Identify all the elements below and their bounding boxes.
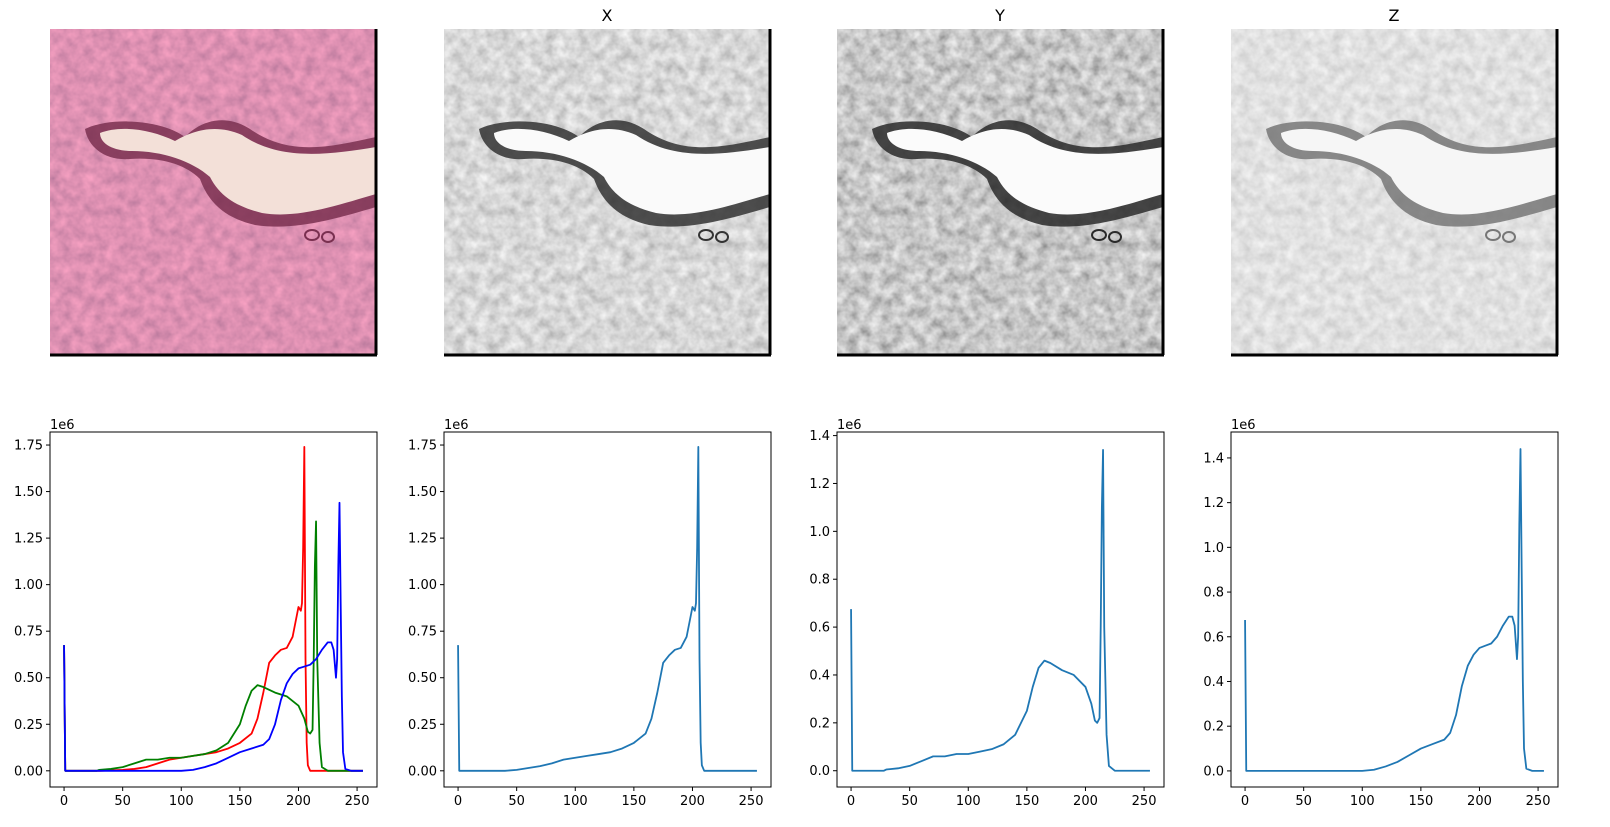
vessel [321, 231, 335, 243]
vessel [304, 229, 320, 241]
y-tick-label: 0.8 [809, 573, 830, 588]
y-tick-label: 1.50 [408, 485, 437, 500]
x-tick-label: 50 [508, 794, 525, 809]
axes-frame [443, 431, 772, 788]
image-panel-channel-y: Y [837, 6, 1165, 357]
histogram-axes-4: 0 50 100 150 200 250 0.0 0.2 0.4 0.6 0.8 1.0 1.2 1.4 1… [1203, 418, 1559, 809]
duct-lumen [887, 128, 1163, 215]
y-tick-label: 1.4 [1203, 451, 1224, 466]
series-line-green [63, 520, 363, 772]
x-tick-label: 0 [60, 794, 68, 809]
x-tick-label: 200 [1467, 794, 1492, 809]
y-offset-label: 1e6 [444, 418, 469, 433]
x-tick-label: 50 [114, 794, 131, 809]
histogram-axes-3: 0 50 100 150 200 250 0.0 0.2 0.4 0.6 0.8 1.0 1.2 1.4 1… [809, 418, 1165, 809]
histogram-axes-1: 0 50 100 150 200 250 0.00 0.25 0.50 0.75 1.00 1.25 1… [14, 418, 378, 809]
y-tick-label: 0.6 [1203, 630, 1224, 645]
series-line-blue [63, 501, 363, 772]
histogram-row: 0 50 100 150 200 2500.000.250.500.751.001.251… [14, 418, 1559, 809]
y-tick-label: 1.75 [14, 439, 43, 454]
y-offset-label: 1e6 [1231, 418, 1256, 433]
y-offset-label: 1e6 [50, 418, 75, 433]
image-panel-channel-x: X [444, 6, 772, 357]
vessel [698, 229, 714, 241]
x-tick-label: 250 [345, 794, 370, 809]
duct-lumen [494, 128, 770, 215]
x-tick-label: 200 [1073, 794, 1098, 809]
y-tick-label: 0.4 [1203, 675, 1224, 690]
x-tick-label: 150 [621, 794, 646, 809]
y-offset-label: 1e6 [837, 418, 862, 433]
y-tick-label: 0.75 [14, 625, 43, 640]
image-title: Y [994, 6, 1005, 25]
x-tick-label: 50 [901, 794, 918, 809]
y-tick-label: 1.25 [14, 532, 43, 547]
y-tick-label: 0.25 [14, 718, 43, 733]
y-tick-label: 0.25 [408, 718, 437, 733]
y-tick-label: 1.2 [809, 477, 830, 492]
x-tick-label: 100 [169, 794, 194, 809]
y-tick-label: 0.0 [1203, 764, 1224, 779]
x-tick-label: 100 [1350, 794, 1375, 809]
y-tick-label: 1.2 [1203, 496, 1224, 511]
vessel [1091, 229, 1107, 241]
image-title: X [602, 6, 613, 25]
image-title: Z [1389, 6, 1400, 25]
x-tick-label: 250 [739, 794, 764, 809]
image-panel-original-rgb [50, 29, 378, 357]
y-tick-label: 1.0 [809, 525, 830, 540]
axes-frame [836, 431, 1165, 788]
y-tick-label: 1.0 [1203, 541, 1224, 556]
vessel [1502, 231, 1516, 243]
x-tick-label: 150 [1014, 794, 1039, 809]
x-tick-label: 0 [454, 794, 462, 809]
series-line-red [63, 445, 363, 772]
y-tick-label: 0.50 [408, 671, 437, 686]
x-tick-label: 150 [1408, 794, 1433, 809]
y-tick-label: 1.50 [14, 485, 43, 500]
x-tick-label: 50 [1295, 794, 1312, 809]
y-tick-label: 0.2 [1203, 720, 1224, 735]
vessel [715, 231, 729, 243]
x-tick-label: 0 [1241, 794, 1249, 809]
image-panel-channel-z: Z [1231, 6, 1559, 357]
x-tick-label: 200 [680, 794, 705, 809]
duct-lumen [1281, 128, 1557, 215]
y-tick-label: 1.4 [809, 429, 830, 444]
duct-lumen [100, 128, 376, 215]
y-tick-label: 1.00 [14, 578, 43, 593]
y-tick-label: 1.75 [408, 439, 437, 454]
x-tick-label: 200 [286, 794, 311, 809]
y-tick-label: 0.00 [408, 764, 437, 779]
vessel [1485, 229, 1501, 241]
image-row: X Y Z [50, 6, 1559, 357]
y-tick-label: 1.00 [408, 578, 437, 593]
x-tick-label: 250 [1132, 794, 1157, 809]
y-tick-label: 0.75 [408, 625, 437, 640]
x-tick-label: 150 [227, 794, 252, 809]
axes-frame [49, 431, 378, 788]
axes-frame [1230, 431, 1559, 788]
y-tick-label: 0.2 [809, 716, 830, 731]
y-tick-label: 0.4 [809, 668, 830, 683]
y-tick-label: 0.8 [1203, 586, 1224, 601]
y-tick-label: 1.25 [408, 532, 437, 547]
x-tick-label: 100 [956, 794, 981, 809]
y-tick-label: 0.50 [14, 671, 43, 686]
y-tick-label: 0.0 [809, 764, 830, 779]
y-tick-label: 0.00 [14, 764, 43, 779]
x-tick-label: 100 [563, 794, 588, 809]
vessel [1108, 231, 1122, 243]
series-line-Y [850, 449, 1150, 772]
x-tick-label: 250 [1526, 794, 1551, 809]
x-tick-label: 0 [847, 794, 855, 809]
series-line-Z [1244, 448, 1544, 772]
series-line-X [457, 445, 757, 772]
y-tick-label: 0.6 [809, 621, 830, 636]
histogram-axes-2: 0 50 100 150 200 250 0.00 0.25 0.50 0.75 1.00 1.25 1… [408, 418, 772, 809]
